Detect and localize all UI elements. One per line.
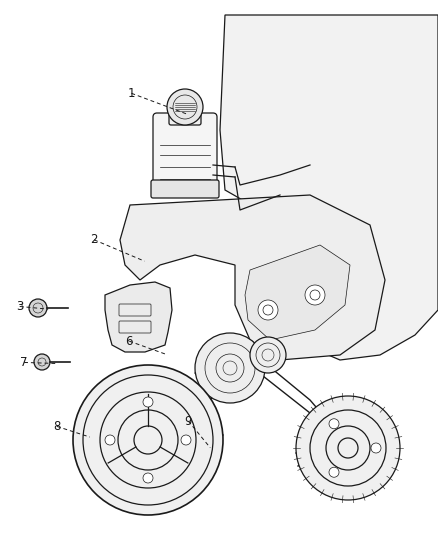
- Polygon shape: [245, 245, 350, 340]
- Circle shape: [305, 285, 325, 305]
- FancyBboxPatch shape: [153, 113, 217, 186]
- Polygon shape: [220, 15, 438, 360]
- Circle shape: [34, 354, 50, 370]
- Polygon shape: [105, 282, 172, 352]
- Circle shape: [258, 300, 278, 320]
- Circle shape: [296, 396, 400, 500]
- Text: 2: 2: [90, 233, 98, 246]
- Circle shape: [250, 337, 286, 373]
- Circle shape: [329, 419, 339, 429]
- Circle shape: [195, 333, 265, 403]
- FancyBboxPatch shape: [169, 101, 201, 125]
- Text: 7: 7: [20, 356, 28, 369]
- Circle shape: [143, 397, 153, 407]
- Circle shape: [329, 467, 339, 477]
- Circle shape: [73, 365, 223, 515]
- Circle shape: [105, 435, 115, 445]
- Circle shape: [143, 473, 153, 483]
- FancyBboxPatch shape: [151, 180, 219, 198]
- Polygon shape: [120, 195, 385, 360]
- Text: 3: 3: [16, 300, 23, 313]
- Circle shape: [181, 435, 191, 445]
- Circle shape: [371, 443, 381, 453]
- Text: 6: 6: [125, 335, 133, 348]
- Circle shape: [29, 299, 47, 317]
- Text: 8: 8: [53, 420, 60, 433]
- Text: 9: 9: [184, 415, 192, 427]
- Circle shape: [167, 89, 203, 125]
- Text: 1: 1: [127, 87, 135, 100]
